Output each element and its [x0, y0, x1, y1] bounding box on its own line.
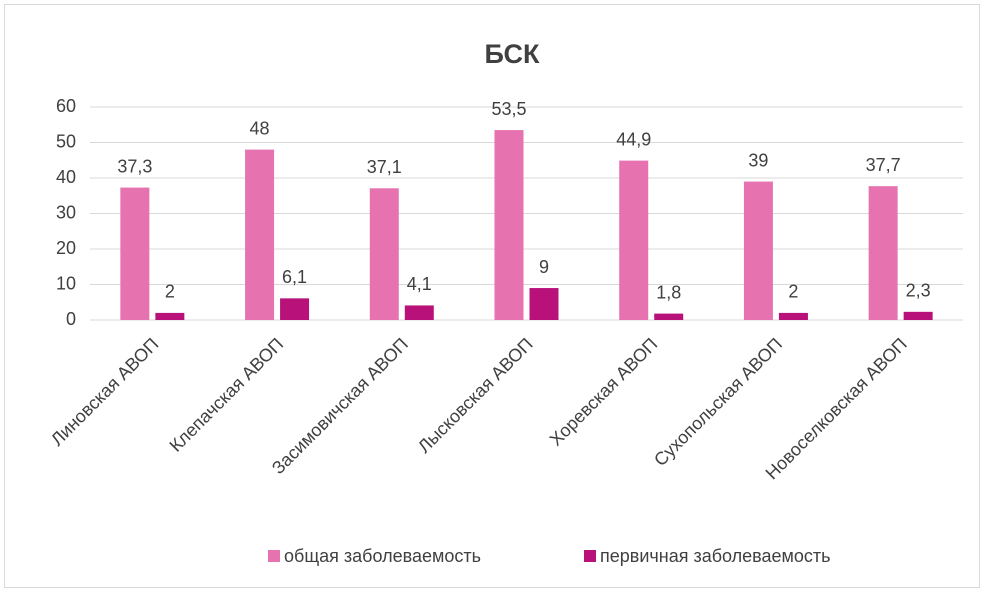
y-tick-label: 40	[56, 167, 76, 187]
bar	[369, 188, 399, 320]
data-label: 39	[748, 150, 768, 170]
data-label: 4,1	[407, 274, 432, 294]
bar	[619, 160, 649, 320]
data-label: 1,8	[656, 282, 681, 302]
bar	[120, 187, 150, 320]
data-label: 2,3	[906, 281, 931, 301]
bar	[654, 313, 684, 320]
y-tick-label: 10	[56, 273, 76, 293]
legend-label: первичная заболеваемость	[600, 546, 831, 566]
data-label: 37,7	[866, 155, 901, 175]
legend-label: общая заболеваемость	[284, 546, 481, 566]
chart-border	[4, 4, 980, 588]
bar	[743, 181, 773, 320]
y-tick-label: 0	[66, 309, 76, 329]
data-label: 9	[539, 257, 549, 277]
bar	[280, 298, 310, 320]
bar	[529, 288, 559, 320]
data-label: 37,1	[367, 157, 402, 177]
y-tick-label: 60	[56, 96, 76, 116]
bar	[868, 186, 898, 320]
bar	[903, 311, 933, 320]
data-label: 2	[165, 282, 175, 302]
bar	[494, 130, 524, 320]
chart-title: БСК	[484, 39, 540, 69]
y-tick-label: 30	[56, 202, 76, 222]
data-label: 2	[788, 282, 798, 302]
bar	[778, 312, 808, 320]
bar	[404, 305, 434, 320]
data-label: 48	[250, 118, 270, 138]
data-label: 53,5	[491, 99, 526, 119]
data-label: 37,3	[117, 156, 152, 176]
y-tick-label: 50	[56, 131, 76, 151]
bar	[245, 149, 275, 320]
legend-swatch	[584, 550, 596, 562]
y-tick-label: 20	[56, 238, 76, 258]
data-label: 44,9	[616, 129, 651, 149]
legend-swatch	[268, 550, 280, 562]
bar	[155, 312, 185, 320]
data-label: 6,1	[282, 267, 307, 287]
